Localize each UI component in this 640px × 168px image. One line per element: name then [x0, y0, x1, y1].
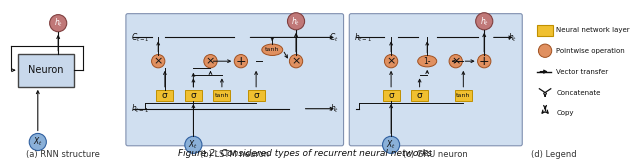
Text: ×: × — [206, 56, 215, 66]
Text: $h_t$: $h_t$ — [54, 17, 63, 29]
Text: ×: × — [154, 56, 163, 66]
Text: $h_t$: $h_t$ — [330, 102, 339, 115]
Text: Pointwise operation: Pointwise operation — [556, 48, 625, 54]
Text: +: + — [479, 55, 490, 68]
Bar — [248, 90, 265, 101]
Text: Vector transfer: Vector transfer — [556, 69, 609, 75]
Circle shape — [449, 55, 462, 68]
Circle shape — [289, 55, 303, 68]
Bar — [19, 54, 74, 87]
Bar — [538, 25, 553, 35]
Text: Neuron: Neuron — [28, 65, 64, 75]
Bar — [383, 90, 399, 101]
Text: (c) GRU neuron: (c) GRU neuron — [403, 150, 468, 159]
Circle shape — [29, 133, 46, 151]
Text: $h_{t-1}$: $h_{t-1}$ — [354, 31, 372, 44]
Text: $h_t$: $h_t$ — [480, 15, 489, 28]
FancyBboxPatch shape — [126, 14, 344, 146]
Circle shape — [152, 55, 165, 68]
Circle shape — [476, 13, 493, 30]
Text: $h_t$: $h_t$ — [291, 15, 301, 28]
Text: $X_t$: $X_t$ — [386, 139, 396, 151]
Text: ×: × — [291, 56, 301, 66]
Text: +: + — [236, 55, 246, 68]
FancyBboxPatch shape — [349, 14, 522, 146]
Ellipse shape — [262, 44, 283, 55]
Ellipse shape — [418, 55, 436, 67]
Text: $X_t$: $X_t$ — [33, 136, 43, 148]
Circle shape — [50, 15, 67, 32]
Text: σ: σ — [253, 91, 259, 100]
Circle shape — [385, 55, 397, 68]
Text: σ: σ — [417, 91, 422, 100]
Bar — [411, 90, 428, 101]
Text: σ: σ — [191, 91, 196, 100]
Text: tanh: tanh — [456, 93, 470, 98]
Text: Figure 2: Considered types of recurrent neural networks: Figure 2: Considered types of recurrent … — [179, 149, 433, 158]
Text: (d) Legend: (d) Legend — [531, 150, 577, 159]
Bar — [156, 90, 173, 101]
Text: σ: σ — [388, 91, 394, 100]
Text: tanh: tanh — [265, 47, 280, 52]
Circle shape — [383, 136, 399, 153]
Text: $C_t$: $C_t$ — [329, 31, 339, 44]
Text: Concatenate: Concatenate — [556, 90, 601, 96]
Text: Neural network layer: Neural network layer — [556, 27, 630, 33]
Text: $C_{t-1}$: $C_{t-1}$ — [131, 31, 150, 44]
Circle shape — [477, 55, 491, 68]
Circle shape — [538, 44, 552, 57]
Text: $h_t$: $h_t$ — [508, 31, 518, 44]
Text: σ: σ — [162, 91, 168, 100]
Text: (a) RNN structure: (a) RNN structure — [26, 150, 100, 159]
Bar — [185, 90, 202, 101]
Bar — [455, 90, 472, 101]
Text: (b) LSTM neuron: (b) LSTM neuron — [200, 150, 269, 159]
Text: ×: × — [387, 56, 396, 66]
Text: $X_t$: $X_t$ — [188, 139, 198, 151]
Text: 1-: 1- — [424, 57, 431, 66]
Circle shape — [204, 55, 217, 68]
Text: $h_{t-1}$: $h_{t-1}$ — [131, 102, 149, 115]
Circle shape — [234, 55, 248, 68]
Circle shape — [287, 13, 305, 30]
Text: tanh: tanh — [214, 93, 229, 98]
Text: ×: × — [451, 56, 460, 66]
Circle shape — [185, 136, 202, 153]
Text: Copy: Copy — [556, 110, 574, 116]
Bar — [213, 90, 230, 101]
